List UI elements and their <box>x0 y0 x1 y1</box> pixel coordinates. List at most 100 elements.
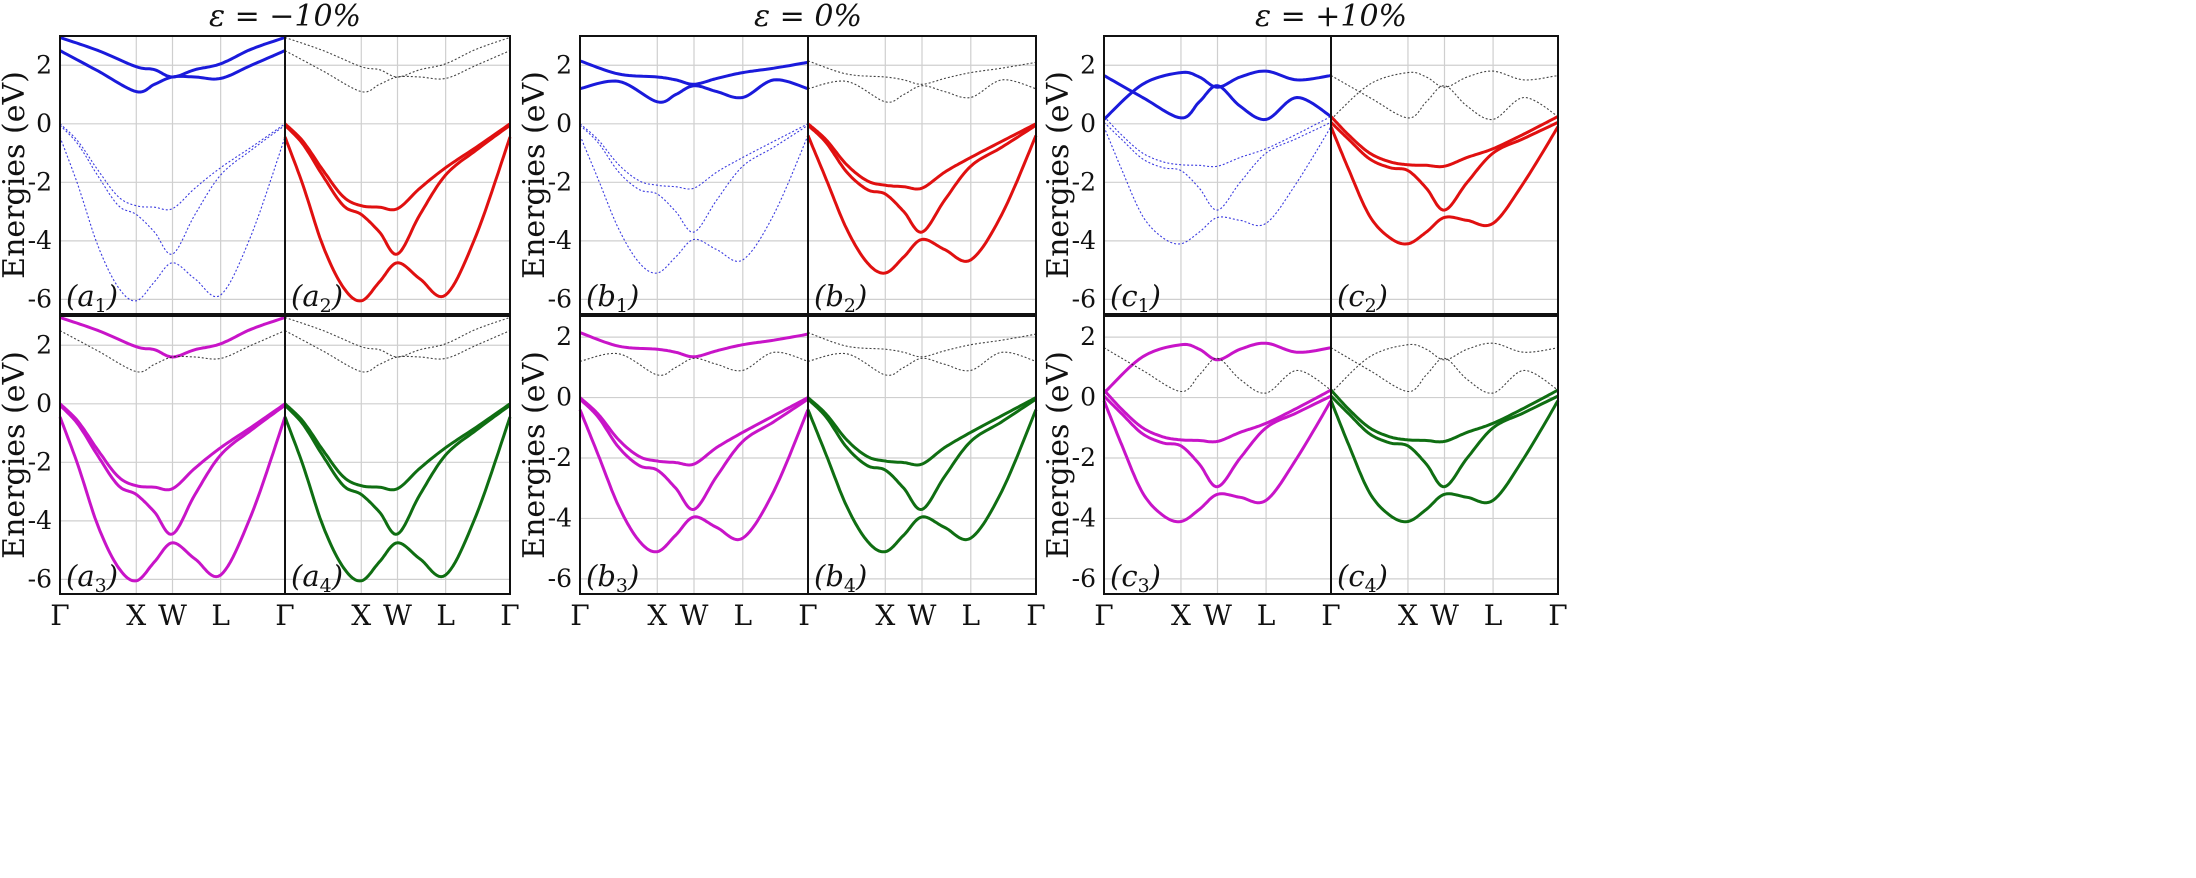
y-tick-label: -4 <box>548 226 572 255</box>
y-tick-label: -6 <box>1072 564 1096 593</box>
x-tick-label: L <box>436 599 455 632</box>
y-tick-label: -4 <box>28 226 52 255</box>
panel-label: (a4) <box>291 559 343 597</box>
band-line-5 <box>283 416 512 583</box>
x-tick-label: X <box>1398 599 1418 632</box>
x-tick-label: Γ <box>275 599 294 632</box>
band-line-4 <box>807 124 1037 234</box>
band-panel: (c3) <box>1102 315 1333 597</box>
y-tick-label: 0 <box>36 109 52 138</box>
band-line-5 <box>58 416 287 583</box>
y-axis-label: Energies (eV) <box>1041 71 1076 279</box>
band-line-4 <box>579 124 809 233</box>
band-line-2 <box>284 330 511 373</box>
band-line-1 <box>59 316 286 359</box>
panel-label: (c4) <box>1337 559 1388 597</box>
band-line-2 <box>1103 347 1332 394</box>
y-tick-label: 0 <box>556 383 572 412</box>
y-tick-label: 2 <box>1080 322 1096 351</box>
y-tick-label: 2 <box>556 50 572 79</box>
y-tick-label: -4 <box>1072 503 1096 532</box>
band-panel: (c1) <box>1102 35 1332 317</box>
panel-label: (a1) <box>66 279 118 317</box>
y-tick-label: -2 <box>28 447 52 476</box>
panel-label: (a2) <box>291 279 343 317</box>
panel-frame <box>1330 315 1559 595</box>
band-line-3 <box>807 396 1037 467</box>
band-line-5 <box>1329 399 1560 524</box>
y-tick-label: -4 <box>1072 226 1096 255</box>
y-axis-label: Energies (eV) <box>1041 351 1076 559</box>
band-line-1 <box>284 36 511 78</box>
band-line-4 <box>59 404 286 536</box>
band-line-3 <box>1329 115 1559 169</box>
band-panel: (a1) <box>59 35 286 317</box>
panel-frame <box>807 315 1037 595</box>
band-line-3 <box>807 122 1037 191</box>
x-tick-label: L <box>1484 599 1503 632</box>
band-panel: (b1) <box>579 35 809 317</box>
x-tick-label: Γ <box>1026 599 1045 632</box>
panel-frame <box>284 35 511 315</box>
band-line-5 <box>283 136 512 303</box>
band-line-2 <box>579 78 809 104</box>
chart-title: ε = 0% <box>754 0 862 34</box>
panel-frame <box>284 315 511 595</box>
y-tick-label: 2 <box>556 322 572 351</box>
x-tick-label: Γ <box>798 599 817 632</box>
x-tick-label: W <box>383 599 412 632</box>
y-tick-label: -2 <box>548 167 572 196</box>
x-tick-label: Γ <box>1548 599 1567 632</box>
y-tick-label: -4 <box>548 503 572 532</box>
chart-title: ε = +10% <box>1255 0 1407 34</box>
x-tick-label: Γ <box>500 599 519 632</box>
panel-label: (c2) <box>1337 279 1388 317</box>
band-panel: (b4) <box>806 315 1038 597</box>
band-line-4 <box>59 124 286 255</box>
y-tick-label: -2 <box>1072 167 1096 196</box>
band-line-2 <box>59 49 286 94</box>
x-tick-label: W <box>908 599 937 632</box>
panel-label: (b2) <box>814 279 867 317</box>
panel-label: (b4) <box>814 559 867 597</box>
y-tick-label: -2 <box>548 443 572 472</box>
band-panel: (a3) <box>58 315 287 597</box>
band-line-2 <box>1103 74 1332 122</box>
band-line-5 <box>59 136 286 302</box>
x-tick-label: W <box>1203 599 1232 632</box>
y-tick-label: 0 <box>36 389 52 418</box>
y-axis-label: Energies (eV) <box>517 351 552 559</box>
band-line-1 <box>1330 70 1559 120</box>
band-line-1 <box>1330 342 1559 394</box>
band-line-2 <box>1330 75 1559 121</box>
band-panel: (c4) <box>1329 315 1560 597</box>
band-line-3 <box>1102 388 1332 444</box>
x-tick-label: Γ <box>570 599 589 632</box>
panel-label: (b3) <box>586 559 639 597</box>
panel-label: (c1) <box>1110 279 1161 317</box>
band-line-4 <box>1329 120 1559 212</box>
band-line-2 <box>1330 347 1559 394</box>
band-line-5 <box>1102 399 1333 524</box>
band-line-3 <box>579 123 809 190</box>
band-panel: (a2) <box>283 35 512 317</box>
x-tick-label: W <box>158 599 187 632</box>
band-line-1 <box>284 316 511 358</box>
band-line-1 <box>579 331 809 359</box>
x-tick-label: W <box>680 599 709 632</box>
y-tick-label: 0 <box>556 109 572 138</box>
band-line-4 <box>1103 394 1332 489</box>
x-tick-label: L <box>961 599 980 632</box>
band-line-1 <box>807 60 1037 85</box>
x-tick-label: Γ <box>1321 599 1340 632</box>
band-line-1 <box>807 332 1037 358</box>
band-line-3 <box>284 402 511 492</box>
x-tick-label: Γ <box>50 599 69 632</box>
y-tick-label: -6 <box>548 564 572 593</box>
y-tick-label: -6 <box>28 564 52 593</box>
panel-label: (c3) <box>1110 559 1161 597</box>
band-panel: (b2) <box>806 35 1038 317</box>
band-line-5 <box>1329 125 1560 246</box>
x-tick-label: X <box>1171 599 1191 632</box>
